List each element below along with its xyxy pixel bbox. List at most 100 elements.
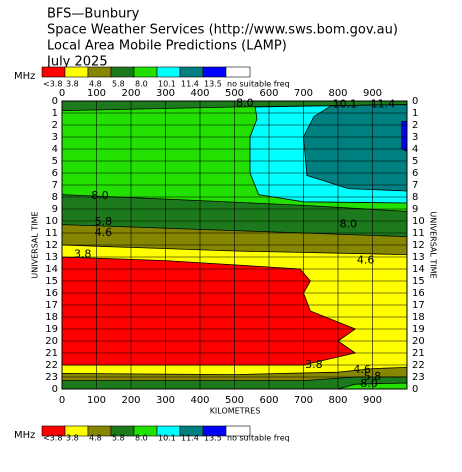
legend-swatch bbox=[225, 425, 251, 437]
contour-label: 4.6 bbox=[95, 226, 113, 239]
y-tick-label: 12 bbox=[45, 240, 58, 251]
contour-label: 3.8 bbox=[74, 248, 92, 261]
legend-swatch bbox=[87, 66, 112, 78]
title-line: Space Weather Services (http://www.sws.b… bbox=[47, 23, 398, 38]
y-tick-label: 2 bbox=[52, 120, 58, 131]
plot-frame bbox=[61, 100, 408, 390]
y-tick-label: 4 bbox=[52, 144, 58, 155]
y-tick-label: 8 bbox=[52, 192, 58, 203]
legend-label: no suitable freq bbox=[227, 80, 290, 89]
y-tick-label: 15 bbox=[45, 276, 58, 287]
contour-label: 5.8 bbox=[364, 370, 382, 383]
x-tick-label: 800 bbox=[328, 395, 347, 406]
y-tick-label: 2 bbox=[412, 120, 418, 131]
y-tick-label: 21 bbox=[45, 348, 58, 359]
y-tick-label: 16 bbox=[412, 288, 425, 299]
y-tick-label: 23 bbox=[45, 372, 58, 383]
y-tick-label: 18 bbox=[45, 312, 58, 323]
x-tick-label: 0 bbox=[59, 88, 65, 99]
legend-label: 11.4 bbox=[181, 80, 199, 89]
y-tick-label: 5 bbox=[412, 156, 418, 167]
x-tick-label: 200 bbox=[121, 88, 140, 99]
legend-label: <3.8 bbox=[43, 80, 62, 89]
contour-region bbox=[401, 121, 408, 153]
legend-swatch bbox=[64, 66, 89, 78]
contour-label: 8.0 bbox=[236, 96, 254, 109]
y-tick-label: 1 bbox=[52, 108, 58, 119]
contour-label: 5.8 bbox=[95, 215, 113, 228]
y-tick-label: 0 bbox=[412, 384, 418, 395]
y-tick-label: 8 bbox=[412, 192, 418, 203]
legend-label: 3.8 bbox=[66, 80, 79, 89]
y-tick-label: 0 bbox=[412, 96, 418, 107]
legend-swatch bbox=[179, 66, 204, 78]
y-tick-label: 9 bbox=[412, 204, 418, 215]
legend-swatch bbox=[202, 66, 227, 78]
y-tick-label: 5 bbox=[52, 156, 58, 167]
legend-swatch bbox=[133, 66, 158, 78]
y-tick-label: 10 bbox=[45, 216, 58, 227]
legend-label: 13.5 bbox=[204, 80, 222, 89]
y-tick-label: 20 bbox=[45, 336, 58, 347]
legend-label: 10.1 bbox=[158, 434, 176, 443]
x-tick-label: 400 bbox=[190, 88, 209, 99]
y-tick-label: 18 bbox=[412, 312, 425, 323]
y-tick-label: 15 bbox=[412, 276, 425, 287]
y-tick-label: 13 bbox=[412, 252, 425, 263]
x-tick-label: 600 bbox=[259, 395, 278, 406]
legend-unit: MHz bbox=[14, 430, 35, 441]
legend-label: 8.0 bbox=[135, 80, 148, 89]
legend-label: <3.8 bbox=[43, 434, 62, 443]
contour-label: 8.0 bbox=[91, 189, 109, 202]
x-tick-label: 0 bbox=[59, 395, 65, 406]
legend-label: 11.4 bbox=[181, 434, 199, 443]
x-axis-title: KILOMETRES bbox=[210, 407, 261, 416]
y-axis-title: UNIVERSAL TIME bbox=[429, 211, 438, 278]
y-tick-label: 0 bbox=[52, 96, 58, 107]
x-tick-label: 500 bbox=[225, 88, 244, 99]
contour-label: 4.6 bbox=[357, 254, 375, 267]
legend-label: no suitable freq bbox=[227, 434, 290, 443]
legend-swatch bbox=[41, 66, 66, 78]
y-tick-label: 0 bbox=[52, 384, 58, 395]
y-tick-label: 11 bbox=[45, 228, 58, 239]
y-tick-label: 12 bbox=[412, 240, 425, 251]
x-tick-label: 100 bbox=[87, 88, 106, 99]
contour-label: 8.0 bbox=[340, 218, 358, 231]
y-tick-label: 22 bbox=[45, 360, 58, 371]
y-tick-label: 3 bbox=[412, 132, 418, 143]
title-line: Local Area Mobile Predictions (LAMP) bbox=[47, 39, 287, 54]
x-tick-label: 600 bbox=[259, 88, 278, 99]
y-tick-label: 21 bbox=[412, 348, 425, 359]
y-tick-label: 6 bbox=[52, 168, 58, 179]
contour-label: 3.8 bbox=[305, 358, 323, 371]
x-tick-label: 700 bbox=[294, 88, 313, 99]
y-tick-label: 9 bbox=[52, 204, 58, 215]
legend-label: 10.1 bbox=[158, 80, 176, 89]
legend-swatch bbox=[156, 66, 181, 78]
contour-label: 11.4 bbox=[371, 98, 396, 111]
title-line: July 2025 bbox=[46, 55, 108, 70]
x-tick-label: 500 bbox=[225, 395, 244, 406]
x-tick-label: 900 bbox=[363, 88, 382, 99]
legend-swatch bbox=[225, 66, 251, 78]
contour-label: 8.0 bbox=[360, 377, 378, 390]
legend-label: 4.8 bbox=[89, 80, 102, 89]
y-tick-label: 23 bbox=[412, 372, 425, 383]
legend-label: 13.5 bbox=[204, 434, 222, 443]
y-tick-label: 17 bbox=[45, 300, 58, 311]
y-tick-label: 7 bbox=[52, 180, 58, 191]
y-tick-label: 10 bbox=[412, 216, 425, 227]
y-tick-label: 1 bbox=[412, 108, 418, 119]
legend-label: 5.8 bbox=[112, 80, 125, 89]
x-tick-label: 300 bbox=[156, 88, 175, 99]
legend-label: 5.8 bbox=[112, 434, 125, 443]
y-tick-label: 11 bbox=[412, 228, 425, 239]
contour-label: 10.1 bbox=[333, 98, 358, 111]
contour-label: 4.6 bbox=[353, 363, 371, 376]
y-axis-title: UNIVERSAL TIME bbox=[31, 211, 40, 278]
contour-region bbox=[303, 104, 408, 192]
title-line: BFS—Bunbury bbox=[47, 7, 140, 22]
legend-swatch bbox=[110, 66, 135, 78]
x-tick-label: 400 bbox=[190, 395, 209, 406]
